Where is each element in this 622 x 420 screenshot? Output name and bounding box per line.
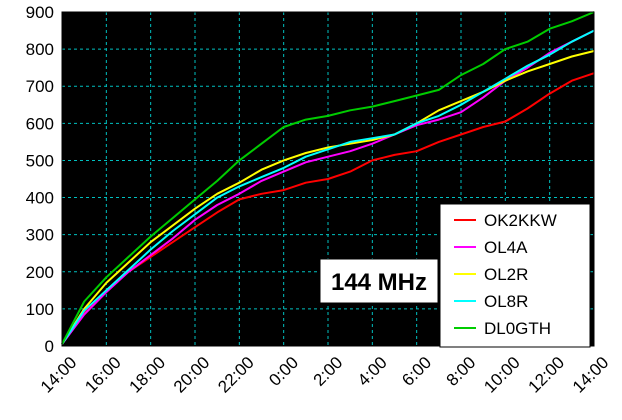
legend-label-ol4a: OL4A bbox=[484, 238, 528, 257]
y-tick-label: 500 bbox=[26, 151, 54, 170]
x-tick-label: 8:00 bbox=[443, 353, 480, 390]
series-line-ol8r bbox=[61, 29, 595, 345]
legend-label-ol8r: OL8R bbox=[484, 292, 528, 311]
series-line-ol2r bbox=[61, 50, 595, 345]
x-tick-label: 4:00 bbox=[354, 353, 391, 390]
y-tick-label: 800 bbox=[26, 40, 54, 59]
legend-label-ok2kkw: OK2KKW bbox=[484, 211, 557, 230]
x-tick-label: 0:00 bbox=[265, 353, 302, 390]
x-tick-label: 18:00 bbox=[126, 353, 170, 397]
y-tick-label: 900 bbox=[26, 3, 54, 22]
y-tick-label: 600 bbox=[26, 114, 54, 133]
plot-frame bbox=[61, 11, 595, 347]
y-tick-label: 200 bbox=[26, 263, 54, 282]
y-tick-label: 400 bbox=[26, 189, 54, 208]
legend-label-ol2r: OL2R bbox=[484, 265, 528, 284]
x-tick-label: 10:00 bbox=[480, 353, 524, 397]
y-tick-label: 300 bbox=[26, 226, 54, 245]
x-tick-label: 22:00 bbox=[214, 353, 258, 397]
legend-box bbox=[439, 203, 591, 348]
x-tick-label: 14:00 bbox=[37, 353, 81, 397]
band-label-box bbox=[319, 258, 439, 304]
x-tick-label: 14:00 bbox=[569, 353, 613, 397]
y-tick-label: 100 bbox=[26, 300, 54, 319]
series-line-dl0gth bbox=[61, 11, 595, 345]
x-tick-label: 20:00 bbox=[170, 353, 214, 397]
x-tick-label: 2:00 bbox=[310, 353, 347, 390]
legend-label-dl0gth: DL0GTH bbox=[484, 319, 551, 338]
y-tick-label: 0 bbox=[45, 337, 54, 356]
x-tick-label: 16:00 bbox=[81, 353, 125, 397]
y-tick-label: 700 bbox=[26, 77, 54, 96]
x-tick-label: 6:00 bbox=[398, 353, 435, 390]
band-label: 144 MHz bbox=[331, 269, 427, 296]
x-tick-label: 12:00 bbox=[525, 353, 569, 397]
series-line-ok2kkw bbox=[61, 72, 595, 345]
